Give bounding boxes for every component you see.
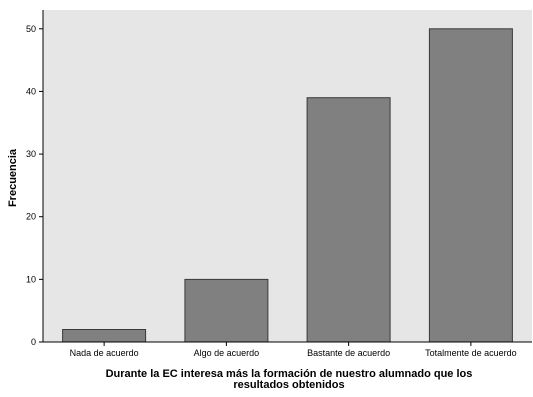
y-tick-label: 10 xyxy=(26,274,36,284)
bars-group xyxy=(62,28,513,343)
x-tick-label: Totalmente de acuerdo xyxy=(425,348,517,358)
x-tick-label: Nada de acuerdo xyxy=(70,348,139,358)
bar xyxy=(428,28,513,343)
bar xyxy=(306,97,391,343)
bar xyxy=(62,329,147,343)
x-axis-title-line2: resultados obtenidos xyxy=(233,379,344,391)
y-tick-label: 0 xyxy=(31,337,36,347)
y-tick-label: 50 xyxy=(26,24,36,34)
y-tick-label: 30 xyxy=(26,149,36,159)
y-tick-label: 40 xyxy=(26,86,36,96)
x-axis-title-line1: Durante la EC interesa más la formación … xyxy=(106,368,473,380)
x-tick-label: Bastante de acuerdo xyxy=(307,348,390,358)
x-tick-label: Algo de acuerdo xyxy=(194,348,260,358)
y-axis-title: Frecuencia xyxy=(7,148,19,207)
bar xyxy=(184,278,269,343)
y-tick-label: 20 xyxy=(26,212,36,222)
axes-group: Nada de acuerdo Algo de acuerdo Bastante d… xyxy=(26,10,532,358)
